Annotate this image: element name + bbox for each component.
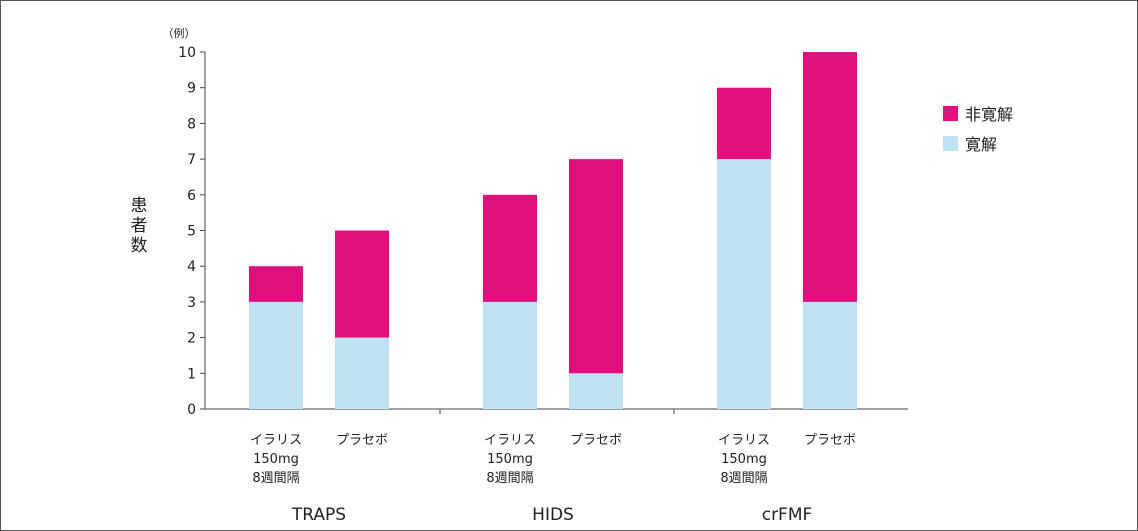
y-tick-label: 2 bbox=[187, 331, 196, 347]
x-group-label: TRAPS bbox=[291, 505, 346, 525]
legend-swatch bbox=[943, 106, 958, 121]
x-category-label: プラセボ bbox=[570, 433, 622, 448]
x-category-label: 8週間隔 bbox=[486, 471, 533, 486]
y-tick-label: 5 bbox=[187, 224, 196, 240]
y-tick-label: 3 bbox=[187, 295, 196, 311]
x-category-label: 8週間隔 bbox=[720, 471, 767, 486]
bar-segment-non-remission bbox=[335, 230, 389, 338]
legend-label: 非寛解 bbox=[965, 105, 1013, 124]
y-tick-label: 7 bbox=[187, 152, 196, 168]
y-tick-label: 1 bbox=[187, 366, 196, 382]
y-tick-label: 4 bbox=[187, 259, 196, 275]
bar-segment-remission bbox=[803, 301, 857, 409]
bar-segment-remission bbox=[717, 159, 771, 409]
y-tick-label: 0 bbox=[187, 402, 196, 418]
bar-segment-non-remission bbox=[717, 87, 771, 160]
y-unit-label: （例） bbox=[163, 26, 196, 40]
y-tick-label: 9 bbox=[187, 81, 196, 97]
bar-segment-remission bbox=[483, 301, 537, 409]
x-category-label: 150mg bbox=[487, 452, 533, 467]
x-category-label: プラセボ bbox=[336, 433, 388, 448]
x-category-label: イラリス bbox=[718, 433, 770, 448]
x-category-label: プラセボ bbox=[804, 433, 856, 448]
x-group-label: HIDS bbox=[532, 505, 574, 525]
y-axis-label: 患者数 bbox=[131, 196, 148, 256]
x-category-label: イラリス bbox=[484, 433, 536, 448]
y-tick-label: 10 bbox=[178, 45, 196, 61]
bar-segment-non-remission bbox=[803, 52, 857, 302]
bar-segment-non-remission bbox=[483, 194, 537, 302]
y-tick-label: 6 bbox=[187, 188, 196, 204]
x-category-label: 150mg bbox=[253, 452, 299, 467]
x-category-label: イラリス bbox=[250, 433, 302, 448]
bar-segment-remission bbox=[569, 373, 623, 409]
x-category-label: 150mg bbox=[721, 452, 767, 467]
legend-label: 寛解 bbox=[965, 135, 997, 154]
bar-segment-remission bbox=[249, 301, 303, 409]
x-group-label: crFMF bbox=[762, 505, 813, 525]
x-category-label: 8週間隔 bbox=[252, 471, 299, 486]
bar-segment-remission bbox=[335, 337, 389, 409]
y-tick-label: 8 bbox=[187, 116, 196, 132]
bar-segment-non-remission bbox=[249, 266, 303, 302]
legend-swatch bbox=[943, 136, 958, 151]
bar-segment-non-remission bbox=[569, 159, 623, 374]
